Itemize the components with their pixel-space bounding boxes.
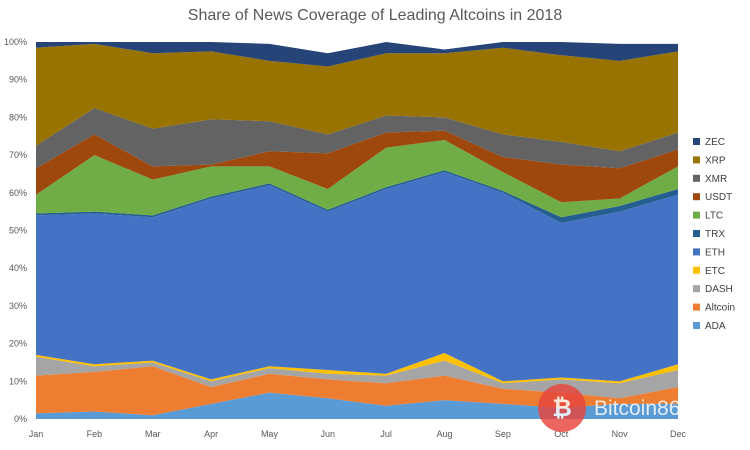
area-usdt: [36, 130, 678, 203]
legend-swatch-dash: [693, 285, 700, 293]
legend-label-ltc: LTC: [705, 211, 723, 222]
area-altcoin: [36, 366, 678, 416]
chart-title: Share of News Coverage of Leading Altcoi…: [187, 7, 563, 24]
x-tick-label: Nov: [612, 429, 629, 439]
x-tick-label: Aug: [437, 429, 453, 439]
y-axis: 0% 10% 20% 30% 40% 50% 60% 70% 80% 90% 100%: [4, 37, 27, 424]
watermark-text: Bitcoin86: [594, 397, 680, 420]
watermark-logo: [538, 384, 586, 432]
x-tick-label: Jun: [321, 429, 336, 439]
legend-swatch-ada: [693, 322, 700, 329]
area-dash: [36, 356, 678, 399]
area-xrp: [36, 43, 678, 152]
y-tick-label: 10%: [9, 376, 27, 386]
legend-swatch-xrp: [693, 156, 700, 164]
area-ada: [36, 392, 678, 419]
legend-label-trx: TRX: [705, 229, 725, 240]
y-tick-label: 0%: [14, 414, 27, 424]
plot-area: [36, 42, 678, 419]
legend: ZEC XRP XMR USDT LTC TRX ETH ETC DASH Altcoin ADA: [693, 137, 735, 332]
legend-label-etc: ETC: [705, 266, 725, 277]
y-tick-label: 60%: [9, 188, 27, 198]
x-tick-label: Jan: [29, 429, 44, 439]
y-tick-label: 100%: [4, 37, 27, 47]
legend-swatch-trx: [693, 230, 700, 237]
area-etc: [36, 353, 678, 384]
legend-label-dash: DASH: [705, 284, 733, 295]
legend-swatch-etc: [693, 266, 700, 274]
legend-label-usdt: USDT: [705, 192, 732, 203]
area-eth: [36, 172, 678, 382]
legend-swatch-ltc: [693, 211, 700, 219]
area-ltc: [36, 140, 678, 218]
y-tick-label: 30%: [9, 301, 27, 311]
legend-label-ada: ADA: [705, 321, 726, 332]
y-tick-label: 90%: [9, 75, 27, 85]
bitcoin-icon: ₿: [552, 394, 572, 422]
y-tick-label: 70%: [9, 150, 27, 160]
legend-swatch-eth: [693, 248, 700, 256]
watermark: ₿ Bitcoin86: [538, 384, 680, 432]
x-tick-label: Sep: [495, 429, 511, 439]
area-zec: [36, 42, 678, 67]
legend-swatch-usdt: [693, 193, 700, 201]
legend-swatch-altcoin: [693, 303, 700, 311]
y-tick-label: 40%: [9, 263, 27, 273]
x-tick-label: Jul: [380, 429, 392, 439]
x-tick-label: Feb: [87, 429, 103, 439]
y-tick-label: 80%: [9, 112, 27, 122]
legend-label-zec: ZEC: [705, 137, 725, 148]
x-tick-label: Dec: [670, 429, 687, 439]
x-axis: Jan Feb Mar Apr May Jun Jul Aug Sep Oct Nov Dec: [29, 429, 687, 439]
x-tick-label: Mar: [145, 429, 161, 439]
legend-label-xmr: XMR: [705, 174, 727, 185]
legend-label-eth: ETH: [705, 247, 725, 258]
legend-swatch-zec: [693, 138, 700, 145]
y-tick-label: 50%: [9, 226, 27, 236]
x-tick-label: May: [261, 429, 279, 439]
legend-label-xrp: XRP: [705, 155, 726, 166]
x-tick-label: Apr: [204, 429, 218, 439]
legend-swatch-xmr: [693, 174, 700, 182]
legend-label-altcoin: Altcoin: [705, 303, 735, 314]
x-tick-label: Oct: [554, 429, 569, 439]
area-xmr: [36, 108, 678, 169]
y-tick-label: 20%: [9, 339, 27, 349]
